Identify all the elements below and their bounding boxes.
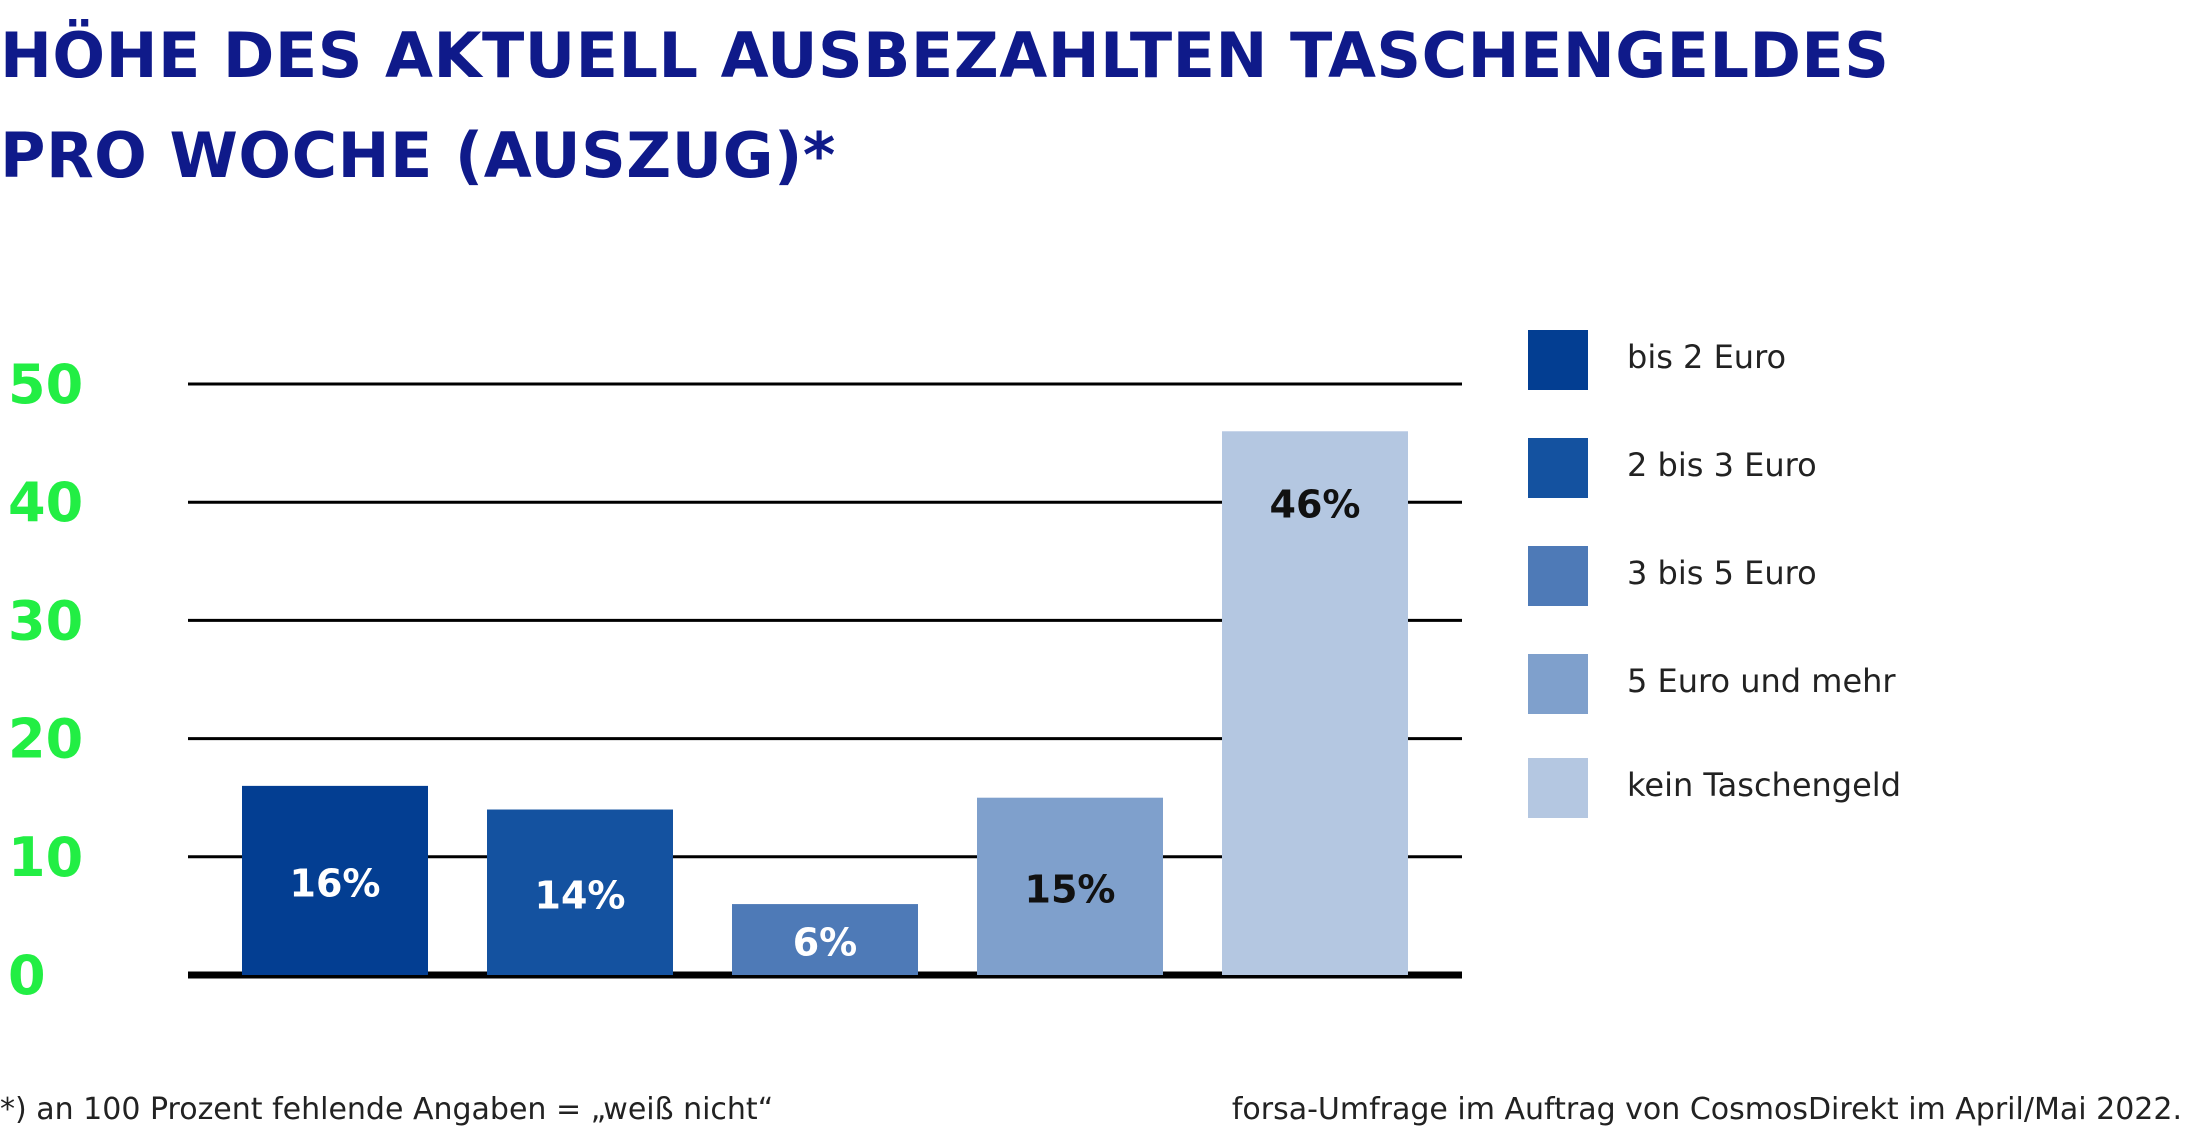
legend-swatch [1528,438,1588,498]
y-tick-label: 40 [8,471,83,534]
bars [242,431,1408,975]
footnote: *) an 100 Prozent fehlende Angaben = „we… [0,1092,774,1127]
legend-label: kein Taschengeld [1627,766,1901,804]
chart-title-line-1: HÖHE DES AKTUELL AUSBEZAHLTEN TASCHENGEL… [0,19,1890,92]
chart-title-line-2: PRO WOCHE (AUSZUG)* [0,119,836,192]
y-tick-label: 20 [8,708,83,771]
bar-value-label: 46% [1270,482,1361,526]
legend-item-bis-2-euro: bis 2 Euro [1528,330,2048,390]
bar [977,797,1163,975]
legend-item-3-bis-5-euro: 3 bis 5 Euro [1528,546,2048,606]
legend-item-5-euro-und-mehr: 5 Euro und mehr [1528,654,2048,714]
bar [732,904,918,975]
legend-label: bis 2 Euro [1627,338,1787,376]
bar-value-label: 15% [1025,867,1116,911]
y-tick-label: 50 [8,353,83,416]
bar-value-label: 6% [793,921,858,965]
y-tick-label: 30 [8,589,83,652]
chart-title: HÖHE DES AKTUELL AUSBEZAHLTEN TASCHENGEL… [0,6,2000,206]
legend-item-kein-taschengeld: kein Taschengeld [1528,758,2048,818]
legend-label: 5 Euro und mehr [1627,662,1896,700]
bar-value-label: 16% [290,861,381,905]
legend-swatch [1528,546,1588,606]
bar-value-labels: 16% 14% 6% 15% 46% [290,482,1361,964]
bar [487,809,673,975]
y-axis-tick-labels: 0 10 20 30 40 50 [8,353,83,1007]
legend-label: 2 bis 3 Euro [1627,446,1817,484]
legend-item-2-bis-3-euro: 2 bis 3 Euro [1528,438,2048,498]
bar-value-label: 14% [535,873,626,917]
bar [1222,431,1408,975]
source-note: forsa-Umfrage im Auftrag von CosmosDirek… [1231,1092,2182,1127]
legend-label: 3 bis 5 Euro [1627,554,1817,592]
legend-swatch [1528,654,1588,714]
legend-swatch [1528,330,1588,390]
y-tick-label: 0 [8,944,46,1007]
bar [242,785,428,975]
y-tick-label: 10 [8,826,83,889]
legend-swatch [1528,758,1588,818]
